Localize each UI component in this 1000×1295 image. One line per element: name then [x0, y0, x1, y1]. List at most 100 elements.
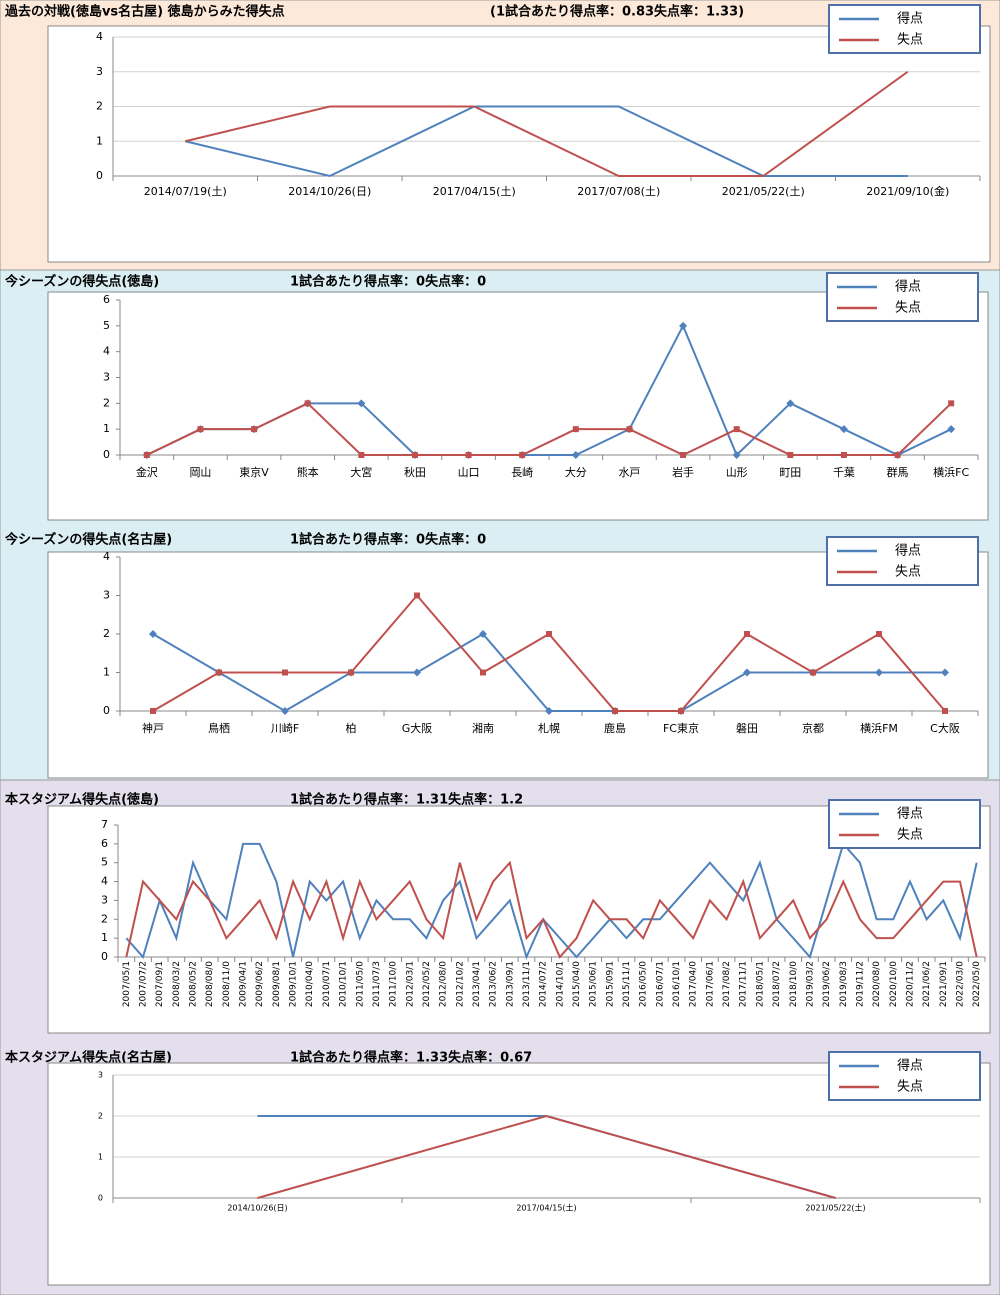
x-tick-label: 2011/05/0 — [355, 961, 365, 1007]
y-tick-label: 4 — [103, 550, 110, 563]
legend-label: 失点 — [897, 828, 923, 843]
x-tick-label: 2009/10/1 — [289, 961, 299, 1007]
y-tick-label: 1 — [103, 422, 110, 435]
marker — [947, 425, 956, 434]
x-tick-label: 横浜FM — [860, 721, 898, 735]
x-tick-label: 川崎F — [271, 721, 299, 735]
x-tick-label: 2013/11/1 — [522, 961, 532, 1007]
marker — [572, 426, 579, 433]
series-line — [257, 1114, 836, 1199]
marker — [626, 426, 633, 433]
chart-title: 今シーズンの得失点(名古屋) — [4, 532, 172, 548]
x-tick-label: 2012/10/2 — [455, 961, 465, 1007]
chart-title: 過去の対戦(徳島vs名古屋) 徳島からみた得失点 — [4, 4, 285, 20]
legend-label: 失点 — [897, 33, 923, 48]
x-tick-label: 岡山 — [189, 466, 211, 479]
y-tick-label: 2 — [103, 627, 110, 640]
marker — [251, 426, 258, 433]
marker — [679, 321, 688, 330]
x-tick-label: 2015/11/1 — [622, 961, 632, 1007]
x-tick-label: 2013/06/2 — [489, 961, 499, 1007]
marker — [810, 669, 816, 676]
x-tick-label: 群馬 — [887, 465, 909, 479]
marker — [413, 668, 421, 677]
marker — [571, 451, 580, 459]
x-tick-label: G大阪 — [402, 721, 433, 735]
x-tick-label: 大宮 — [350, 465, 372, 479]
marker — [612, 708, 618, 714]
legend-box — [828, 799, 981, 849]
y-tick-label: 0 — [103, 704, 110, 717]
marker — [732, 451, 741, 459]
marker — [786, 399, 795, 408]
x-tick-label: 2017/04/15(土) — [516, 1203, 576, 1213]
x-tick-label: 金沢 — [136, 465, 158, 479]
x-tick-label: 熊本 — [297, 465, 319, 479]
chart-subtitle: (1試合あたり得点率：0.83失点率：1.33) — [490, 4, 744, 20]
marker — [282, 669, 288, 676]
legend-label: 得点 — [897, 11, 923, 27]
x-tick-label: 2014/07/19(土) — [144, 185, 227, 198]
x-tick-label: 岩手 — [672, 465, 694, 479]
chart-subtitle: 1試合あたり得点率：1.31失点率：1.2 — [290, 792, 523, 808]
marker — [149, 630, 157, 638]
x-tick-label: 2017/06/1 — [705, 961, 715, 1007]
marker — [304, 400, 311, 407]
x-tick-label: 2010/10/1 — [339, 961, 349, 1007]
x-tick-label: 町田 — [779, 466, 801, 479]
x-tick-label: 2008/03/2 — [172, 961, 182, 1007]
x-tick-label: 京都 — [802, 721, 824, 735]
x-tick-label: 2022/05/0 — [972, 961, 982, 1007]
chart-subtitle: 1試合あたり得点率：0失点率：0 — [290, 274, 486, 290]
y-tick-label: 0 — [101, 950, 108, 963]
x-tick-label: 2017/08/2 — [722, 961, 732, 1007]
x-tick-label: 2017/04/0 — [689, 961, 699, 1007]
chart-subtitle: 1試合あたり得点率：1.33失点率：0.67 — [290, 1050, 532, 1066]
x-tick-label: 2016/10/1 — [672, 961, 682, 1007]
x-tick-label: 長崎 — [511, 465, 533, 479]
legend-label: 失点 — [895, 301, 921, 316]
marker — [479, 630, 487, 638]
x-tick-label: 2010/07/1 — [322, 961, 332, 1007]
chart-title: 今シーズンの得失点(徳島) — [4, 274, 159, 290]
y-tick-label: 2 — [103, 396, 110, 409]
marker — [519, 452, 526, 458]
x-tick-label: FC東京 — [663, 721, 699, 735]
x-tick-label: 山口 — [458, 466, 480, 479]
marker — [411, 452, 418, 458]
x-tick-label: 2018/07/2 — [772, 961, 782, 1007]
y-tick-label: 2 — [101, 912, 108, 925]
x-tick-label: 2007/05/1 — [122, 961, 132, 1007]
y-tick-label: 0 — [103, 448, 110, 461]
x-tick-label: 2009/06/2 — [255, 961, 265, 1007]
legend-label: 得点 — [897, 1058, 923, 1074]
legend-label: 失点 — [897, 1080, 923, 1095]
plot-box — [47, 291, 989, 521]
x-tick-label: 2012/03/1 — [405, 961, 415, 1007]
x-tick-label: 山形 — [726, 466, 748, 479]
x-tick-label: 2008/11/0 — [222, 961, 232, 1007]
series-line — [146, 402, 952, 457]
x-tick-label: 2010/04/0 — [305, 961, 315, 1007]
x-tick-label: 2015/09/1 — [605, 961, 615, 1007]
x-tick-label: 2011/10/0 — [389, 961, 399, 1007]
x-tick-label: 2007/09/1 — [155, 961, 165, 1007]
marker — [150, 708, 156, 714]
marker — [414, 592, 420, 599]
x-tick-label: 湘南 — [472, 721, 494, 735]
y-tick-label: 2 — [98, 1112, 103, 1121]
marker — [942, 708, 948, 714]
x-tick-label: 横浜FC — [933, 465, 969, 479]
marker — [143, 452, 150, 458]
x-tick-label: 2017/11/1 — [739, 961, 749, 1007]
y-tick-label: 0 — [98, 1194, 103, 1203]
x-tick-label: 2015/06/1 — [589, 961, 599, 1007]
legend-box — [826, 272, 979, 322]
x-tick-label: 札幌 — [538, 721, 560, 735]
y-tick-label: 4 — [96, 30, 103, 43]
marker — [941, 668, 949, 677]
marker — [948, 400, 955, 407]
x-tick-label: 2020/11/2 — [905, 961, 915, 1007]
marker — [680, 452, 687, 458]
x-tick-label: 2009/04/1 — [239, 961, 249, 1007]
